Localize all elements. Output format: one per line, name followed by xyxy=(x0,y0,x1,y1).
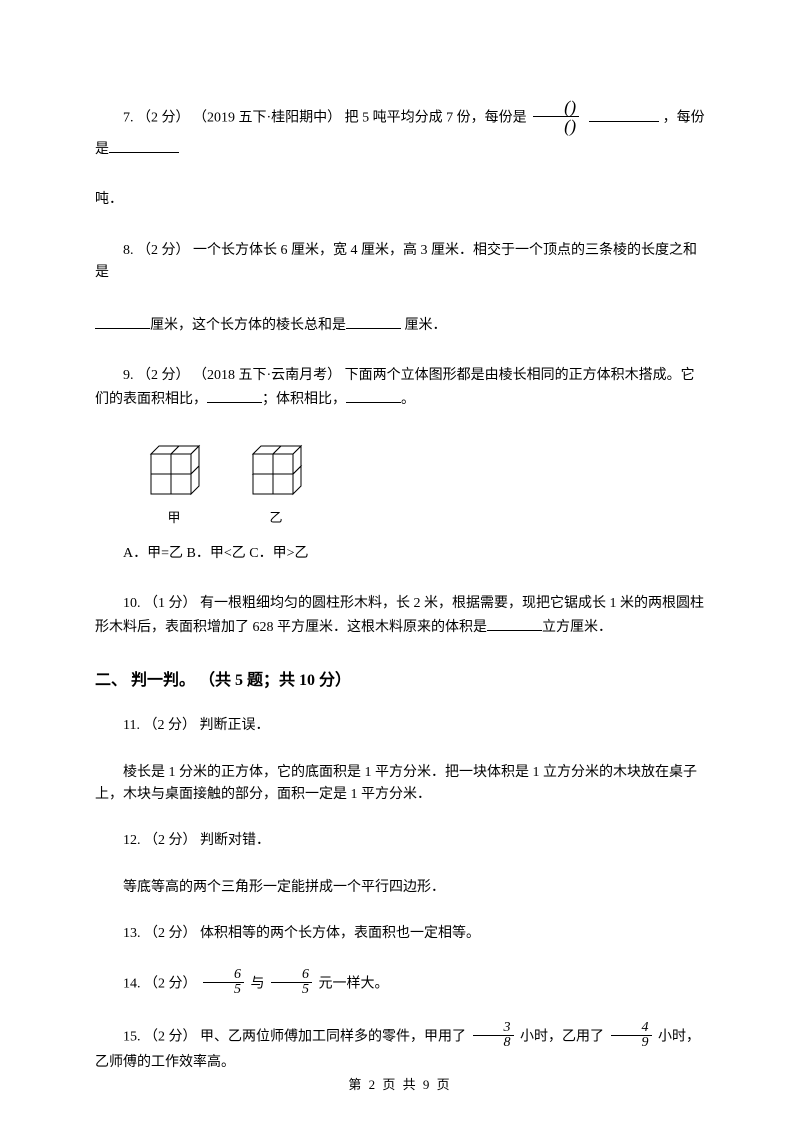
question-8: 8. （2 分） 一个长方体长 6 厘米，宽 4 厘米，高 3 厘米．相交于一个… xyxy=(95,240,705,285)
q14-tail: 元一样大。 xyxy=(319,976,389,991)
q10-tail: 立方厘米． xyxy=(542,620,612,635)
fraction-numerator: () xyxy=(533,98,579,117)
cube-jia: 甲 xyxy=(137,440,211,529)
fraction-numerator: 4 xyxy=(611,1021,652,1036)
question-12-head: 12. （2 分） 判断对错． xyxy=(95,830,705,852)
q14-mid: 与 xyxy=(251,976,269,991)
fraction-denominator: 9 xyxy=(611,1036,652,1050)
blank xyxy=(207,387,262,403)
fraction-numerator: 6 xyxy=(203,968,244,983)
blank xyxy=(95,313,150,329)
question-12-body: 等底等高的两个三角形一定能拼成一个平行四边形． xyxy=(95,877,705,899)
cube-label-jia: 甲 xyxy=(137,508,211,529)
q7-tail2: 吨． xyxy=(95,192,123,207)
question-13: 13. （2 分） 体积相等的两个长方体，表面积也一定相等。 xyxy=(95,923,705,945)
section-2-heading: 二、 判一判。 （共 5 题；共 10 分） xyxy=(95,668,705,694)
q9-options: A．甲=乙 B．甲<乙 C．甲>乙 xyxy=(95,543,705,565)
fraction-denominator: 8 xyxy=(473,1036,514,1050)
cube-label-yi: 乙 xyxy=(239,508,313,529)
question-11-body: 棱长是 1 分米的正方体，它的底面积是 1 平方分米．把一块体积是 1 立方分米… xyxy=(95,762,705,807)
q8-part2b: 厘米． xyxy=(401,318,447,333)
fraction-numerator: 6 xyxy=(271,968,312,983)
q9-mid: ；体积相比， xyxy=(262,392,346,407)
fraction-denominator: 5 xyxy=(203,983,244,997)
question-7: 7. （2 分） （2019 五下·桂阳期中） 把 5 吨平均分成 7 份，每份… xyxy=(95,100,705,161)
q7-fraction: () () xyxy=(533,98,579,135)
q9-end: 。 xyxy=(401,392,415,407)
q15-pre: 15. （2 分） 甲、乙两位师傅加工同样多的零件，甲用了 xyxy=(123,1029,470,1044)
fraction-denominator: () xyxy=(533,117,579,135)
fraction-denominator: 5 xyxy=(271,983,312,997)
question-15: 15. （2 分） 甲、乙两位师傅加工同样多的零件，甲用了 3 8 小时，乙用了… xyxy=(95,1023,705,1074)
q14-fraction-2: 6 5 xyxy=(271,968,312,997)
blank xyxy=(346,387,401,403)
q15-fraction-2: 4 9 xyxy=(611,1021,652,1050)
question-8-cont: 厘米，这个长方体的棱长总和是 厘米． xyxy=(95,313,705,337)
q15-fraction-1: 3 8 xyxy=(473,1021,514,1050)
cube-svg-jia xyxy=(137,440,211,502)
blank xyxy=(346,313,401,329)
q8-part2a: 厘米，这个长方体的棱长总和是 xyxy=(150,318,346,333)
blank xyxy=(109,137,179,153)
question-14: 14. （2 分） 6 5 与 6 5 元一样大。 xyxy=(95,970,705,999)
q14-fraction-1: 6 5 xyxy=(203,968,244,997)
q7-text: 7. （2 分） （2019 五下·桂阳期中） 把 5 吨平均分成 7 份，每份… xyxy=(123,111,527,126)
cube-svg-yi xyxy=(239,440,313,502)
question-11-head: 11. （2 分） 判断正误． xyxy=(95,715,705,737)
cube-yi: 乙 xyxy=(239,440,313,529)
question-9: 9. （2 分） （2018 五下·云南月考） 下面两个立体图形都是由棱长相同的… xyxy=(95,365,705,412)
q8-text: 8. （2 分） 一个长方体长 6 厘米，宽 4 厘米，高 3 厘米．相交于一个… xyxy=(95,243,697,280)
question-7-cont: 吨． xyxy=(95,189,705,211)
blank xyxy=(589,106,659,122)
q15-mid: 小时，乙用了 xyxy=(520,1029,608,1044)
page-footer: 第 2 页 共 9 页 xyxy=(0,1075,800,1096)
q10-text: 10. （1 分） 有一根粗细均匀的圆柱形木料，长 2 米，根据需要，现把它锯成… xyxy=(95,596,704,635)
question-10: 10. （1 分） 有一根粗细均匀的圆柱形木料，长 2 米，根据需要，现把它锯成… xyxy=(95,593,705,640)
fraction-numerator: 3 xyxy=(473,1021,514,1036)
cubes-diagram: 甲 乙 xyxy=(137,440,705,529)
blank xyxy=(487,615,542,631)
q14-pre: 14. （2 分） xyxy=(123,976,200,991)
